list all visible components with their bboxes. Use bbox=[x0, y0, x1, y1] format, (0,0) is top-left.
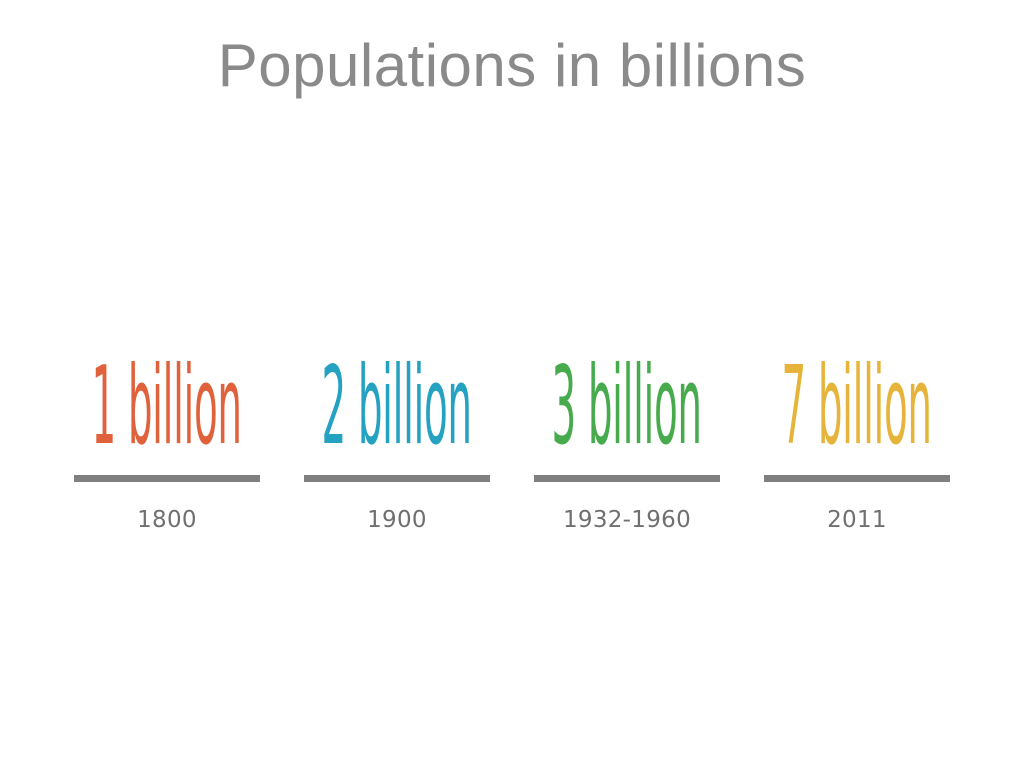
milestone-divider bbox=[74, 475, 260, 482]
milestone-1-billion: 1 billion 1800 bbox=[74, 355, 260, 555]
milestone-label-box: 7 billion bbox=[764, 355, 950, 457]
slide-title: Populations in billions bbox=[217, 32, 807, 99]
milestone-label-box: 1 billion bbox=[74, 355, 260, 457]
milestone-label-box: 3 billion bbox=[534, 355, 720, 457]
milestone-year: 1932-1960 bbox=[562, 507, 692, 533]
milestone-label: 2 billion bbox=[321, 355, 473, 457]
milestone-divider bbox=[764, 475, 950, 482]
milestone-year: 1900 bbox=[367, 507, 427, 533]
milestone-label: 7 billion bbox=[781, 355, 933, 457]
milestone-label-box: 2 billion bbox=[304, 355, 490, 457]
milestone-divider bbox=[534, 475, 720, 482]
milestone-label: 1 billion bbox=[91, 355, 243, 457]
milestone-3-billion: 3 billion 1932-1960 bbox=[534, 355, 720, 555]
milestone-year: 2011 bbox=[827, 507, 887, 533]
milestones-row: 1 billion 1800 2 billion 1900 3 billion … bbox=[0, 355, 1024, 555]
milestone-year: 1800 bbox=[137, 507, 197, 533]
milestone-7-billion: 7 billion 2011 bbox=[764, 355, 950, 555]
milestone-label: 3 billion bbox=[551, 355, 703, 457]
milestone-divider bbox=[304, 475, 490, 482]
milestone-2-billion: 2 billion 1900 bbox=[304, 355, 490, 555]
